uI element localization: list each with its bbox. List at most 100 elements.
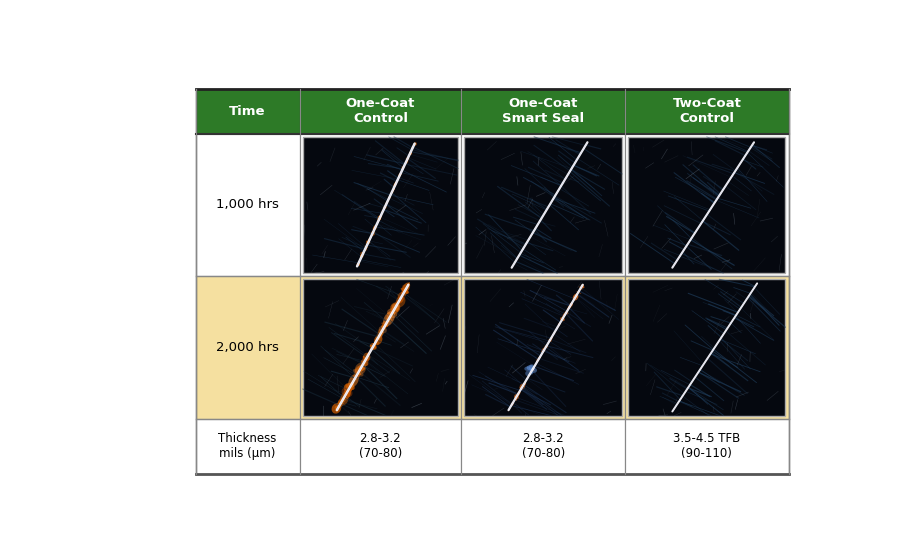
Ellipse shape [366,240,370,244]
Ellipse shape [347,386,352,393]
Polygon shape [461,419,626,474]
Ellipse shape [377,220,379,223]
Ellipse shape [346,389,349,391]
Ellipse shape [384,322,388,326]
Ellipse shape [341,395,346,404]
Ellipse shape [383,311,395,326]
Ellipse shape [576,291,581,294]
Ellipse shape [526,376,528,380]
Ellipse shape [375,334,380,342]
Ellipse shape [338,399,343,405]
Ellipse shape [383,321,388,328]
Polygon shape [626,134,788,276]
Polygon shape [300,134,461,276]
Ellipse shape [362,253,364,256]
Ellipse shape [355,366,362,375]
Ellipse shape [345,393,347,397]
Ellipse shape [359,364,365,371]
Ellipse shape [344,390,348,396]
Ellipse shape [392,303,400,311]
Ellipse shape [362,251,364,256]
Ellipse shape [341,394,346,400]
Ellipse shape [515,399,518,400]
Ellipse shape [345,392,350,399]
Ellipse shape [358,365,364,371]
Ellipse shape [349,382,355,388]
Ellipse shape [400,288,410,294]
Ellipse shape [364,360,367,363]
Ellipse shape [346,384,351,388]
Ellipse shape [539,356,541,359]
Ellipse shape [374,228,375,229]
Polygon shape [195,89,300,134]
Ellipse shape [515,395,517,399]
Ellipse shape [374,335,382,345]
Ellipse shape [510,402,514,406]
Polygon shape [302,279,458,416]
Ellipse shape [378,328,383,334]
Ellipse shape [382,321,388,326]
Ellipse shape [532,367,535,370]
Ellipse shape [377,219,380,222]
Ellipse shape [544,350,545,351]
Polygon shape [195,419,300,474]
Ellipse shape [374,340,379,345]
Ellipse shape [375,337,381,340]
Ellipse shape [387,309,397,318]
Polygon shape [300,419,461,474]
Ellipse shape [558,322,561,326]
Ellipse shape [560,317,564,321]
Ellipse shape [400,292,406,295]
Ellipse shape [378,215,382,220]
Ellipse shape [373,225,376,230]
Ellipse shape [364,358,367,361]
Ellipse shape [406,285,408,288]
Ellipse shape [572,294,579,300]
Ellipse shape [372,343,375,348]
Ellipse shape [351,381,355,386]
Ellipse shape [517,393,519,395]
Polygon shape [626,419,788,474]
Ellipse shape [556,323,561,329]
Text: 3.5-4.5 TFB
(90-110): 3.5-4.5 TFB (90-110) [673,432,741,460]
Ellipse shape [539,356,541,359]
Ellipse shape [374,227,377,228]
Ellipse shape [508,408,510,411]
Ellipse shape [356,263,360,266]
Ellipse shape [370,344,376,350]
Ellipse shape [345,389,351,395]
Ellipse shape [392,187,394,192]
Polygon shape [626,89,788,134]
Ellipse shape [391,306,399,314]
Ellipse shape [550,337,553,341]
Polygon shape [195,276,788,419]
Ellipse shape [360,252,364,256]
Ellipse shape [363,251,365,254]
Ellipse shape [402,289,408,294]
Ellipse shape [363,353,370,360]
Ellipse shape [385,316,390,322]
Ellipse shape [406,282,410,288]
Ellipse shape [409,152,412,155]
Ellipse shape [356,371,361,375]
Ellipse shape [565,311,569,315]
Ellipse shape [406,158,410,160]
Ellipse shape [575,295,577,298]
Ellipse shape [382,322,387,330]
Ellipse shape [340,388,350,403]
Ellipse shape [383,206,386,209]
Ellipse shape [392,305,399,314]
Ellipse shape [387,315,392,322]
Ellipse shape [393,182,397,188]
Ellipse shape [354,372,358,375]
Ellipse shape [391,302,401,313]
Ellipse shape [528,373,530,376]
Ellipse shape [404,291,408,294]
Ellipse shape [577,292,579,294]
Ellipse shape [388,197,390,201]
Ellipse shape [525,366,531,371]
Ellipse shape [402,283,410,293]
Ellipse shape [331,403,341,414]
Ellipse shape [363,356,369,365]
Ellipse shape [399,298,403,302]
